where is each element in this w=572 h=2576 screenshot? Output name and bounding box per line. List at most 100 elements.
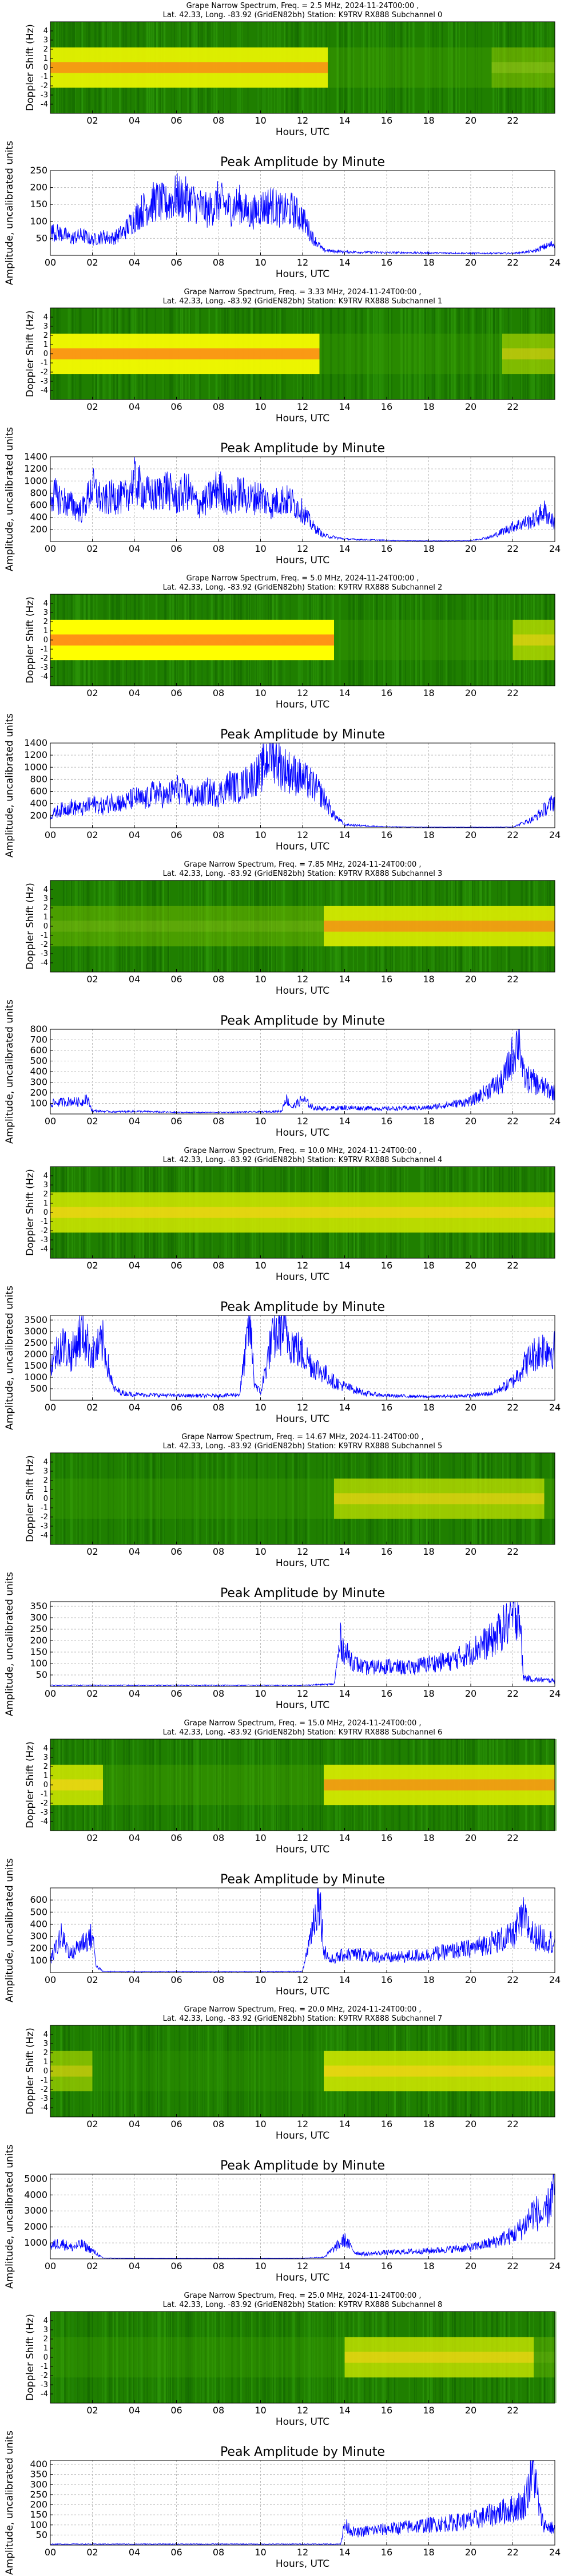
x-tick-label: 04: [129, 1260, 140, 1271]
y-axis-label: Amplitude, uncalibrated units: [4, 2431, 15, 2575]
y-tick-label: -2: [41, 368, 48, 377]
y-tick-label: -3: [41, 1808, 48, 1817]
x-tick-label: 24: [549, 1116, 561, 1127]
x-tick-label: 10: [255, 1688, 266, 1699]
y-tick-label: 2: [43, 331, 48, 340]
y-tick-label: 150: [30, 1646, 47, 1657]
x-tick-label: 12: [297, 1974, 308, 1985]
x-axis-label: Hours, UTC: [276, 2558, 329, 2570]
amplitude-plot-4: Peak Amplitude by Minute5001000150020002…: [4, 1286, 561, 1430]
x-tick-label: 20: [465, 1974, 476, 1985]
y-tick-label: 1: [43, 2058, 48, 2067]
x-tick-label: 16: [381, 1546, 392, 1557]
x-tick-label: 18: [423, 115, 434, 126]
y-tick-label: -1: [41, 73, 48, 81]
y-tick-label: 4: [43, 1744, 48, 1753]
x-tick-label: 22: [507, 1974, 518, 1985]
x-tick-label: 14: [339, 974, 350, 985]
x-tick-label: 12: [297, 2261, 308, 2271]
y-tick-label: 2: [43, 1476, 48, 1485]
plot-title: Peak Amplitude by Minute: [220, 1872, 385, 1887]
x-tick-label: 22: [507, 2405, 518, 2416]
x-tick-label: 24: [549, 2547, 561, 2558]
plot-title: Peak Amplitude by Minute: [220, 155, 385, 169]
x-tick-label: 02: [86, 1546, 98, 1557]
x-axis-label: Hours, UTC: [276, 985, 329, 997]
x-tick-label: 14: [339, 401, 350, 412]
x-tick-label: 24: [549, 1688, 561, 1699]
amplitude-plot-6: Peak Amplitude by Minute1002003004005006…: [4, 1858, 561, 2002]
y-tick-label: 500: [30, 1056, 47, 1066]
y-tick-label: 4: [43, 27, 48, 35]
y-tick-label: -3: [41, 2095, 48, 2103]
x-tick-label: 24: [549, 2261, 561, 2271]
x-tick-label: 10: [255, 1974, 266, 1985]
x-tick-label: 12: [297, 257, 308, 268]
spectrogram-signal-core: [50, 634, 555, 646]
x-tick-label: 10: [255, 257, 266, 268]
x-tick-label: 22: [507, 115, 518, 126]
y-tick-label: -2: [41, 2085, 48, 2094]
x-tick-label: 22: [507, 2547, 518, 2558]
x-tick-label: 20: [465, 1402, 476, 1413]
x-tick-label: 16: [381, 1260, 392, 1271]
x-tick-label: 06: [170, 829, 182, 840]
x-tick-label: 18: [423, 2405, 434, 2416]
x-axis-label: Hours, UTC: [276, 1413, 329, 1425]
x-tick-label: 18: [423, 688, 434, 698]
spectrogram-title-line2: Lat. 42.33, Long. -83.92 (GridEN82bh) St…: [163, 2301, 443, 2309]
x-tick-label: 20: [465, 974, 476, 985]
x-tick-label: 14: [339, 688, 350, 698]
x-tick-label: 10: [255, 401, 266, 412]
y-tick-label: 300: [30, 2479, 47, 2490]
y-tick-label: -3: [41, 91, 48, 100]
y-tick-label: 400: [30, 798, 47, 809]
x-tick-label: 16: [381, 2547, 392, 2558]
y-tick-label: 1000: [24, 1372, 47, 1382]
x-tick-label: 14: [339, 1688, 350, 1699]
y-tick-label: 0: [43, 1208, 48, 1217]
y-tick-label: -3: [41, 950, 48, 958]
x-tick-label: 20: [465, 115, 476, 126]
x-tick-label: 16: [381, 1974, 392, 1985]
x-tick-label: 16: [381, 1116, 392, 1127]
x-tick-label: 12: [297, 1832, 308, 1843]
x-tick-label: 18: [423, 1116, 434, 1127]
x-tick-label: 20: [465, 2405, 476, 2416]
y-tick-label: 3: [43, 322, 48, 331]
spectrogram-title-line2: Lat. 42.33, Long. -83.92 (GridEN82bh) St…: [163, 583, 443, 592]
spectrogram-signal-core: [50, 1207, 555, 1218]
plot-title: Peak Amplitude by Minute: [220, 2445, 385, 2459]
x-tick-label: 00: [45, 2261, 56, 2271]
x-tick-label: 02: [86, 1688, 98, 1699]
y-tick-label: -4: [41, 673, 48, 681]
spectrogram-6: Grape Narrow Spectrum, Freq. = 15.0 MHz,…: [25, 1719, 557, 1855]
y-tick-label: -2: [41, 1799, 48, 1808]
spectrogram-0: Grape Narrow Spectrum, Freq. = 2.5 MHz, …: [25, 2, 555, 138]
y-tick-label: -4: [41, 1818, 48, 1826]
x-axis-label: Hours, UTC: [276, 555, 329, 566]
spectrogram-title-line1: Grape Narrow Spectrum, Freq. = 14.67 MHz…: [181, 1433, 423, 1441]
x-tick-label: 06: [170, 2547, 182, 2558]
x-tick-label: 08: [213, 829, 224, 840]
y-tick-label: 1: [43, 54, 48, 63]
x-tick-label: 04: [129, 1546, 140, 1557]
y-tick-label: 0: [43, 64, 48, 72]
y-tick-label: 3: [43, 1181, 48, 1190]
x-tick-label: 06: [170, 257, 182, 268]
y-tick-label: -1: [41, 931, 48, 940]
plot-title: Peak Amplitude by Minute: [220, 1300, 385, 1314]
spectrogram-title-line2: Lat. 42.33, Long. -83.92 (GridEN82bh) St…: [163, 2014, 443, 2023]
spectrogram-title-line2: Lat. 42.33, Long. -83.92 (GridEN82bh) St…: [163, 1156, 443, 1164]
x-tick-label: 06: [170, 1546, 182, 1557]
x-tick-label: 20: [465, 543, 476, 554]
x-tick-label: 02: [86, 2261, 98, 2271]
y-tick-label: -3: [41, 663, 48, 672]
y-axis-label: Doppler Shift (Hz): [25, 1455, 36, 1542]
x-tick-label: 18: [423, 2547, 434, 2558]
x-tick-label: 06: [170, 401, 182, 412]
y-tick-label: 200: [30, 182, 47, 193]
x-tick-label: 22: [507, 1832, 518, 1843]
x-tick-label: 02: [86, 257, 98, 268]
y-tick-label: 200: [30, 1087, 47, 1098]
